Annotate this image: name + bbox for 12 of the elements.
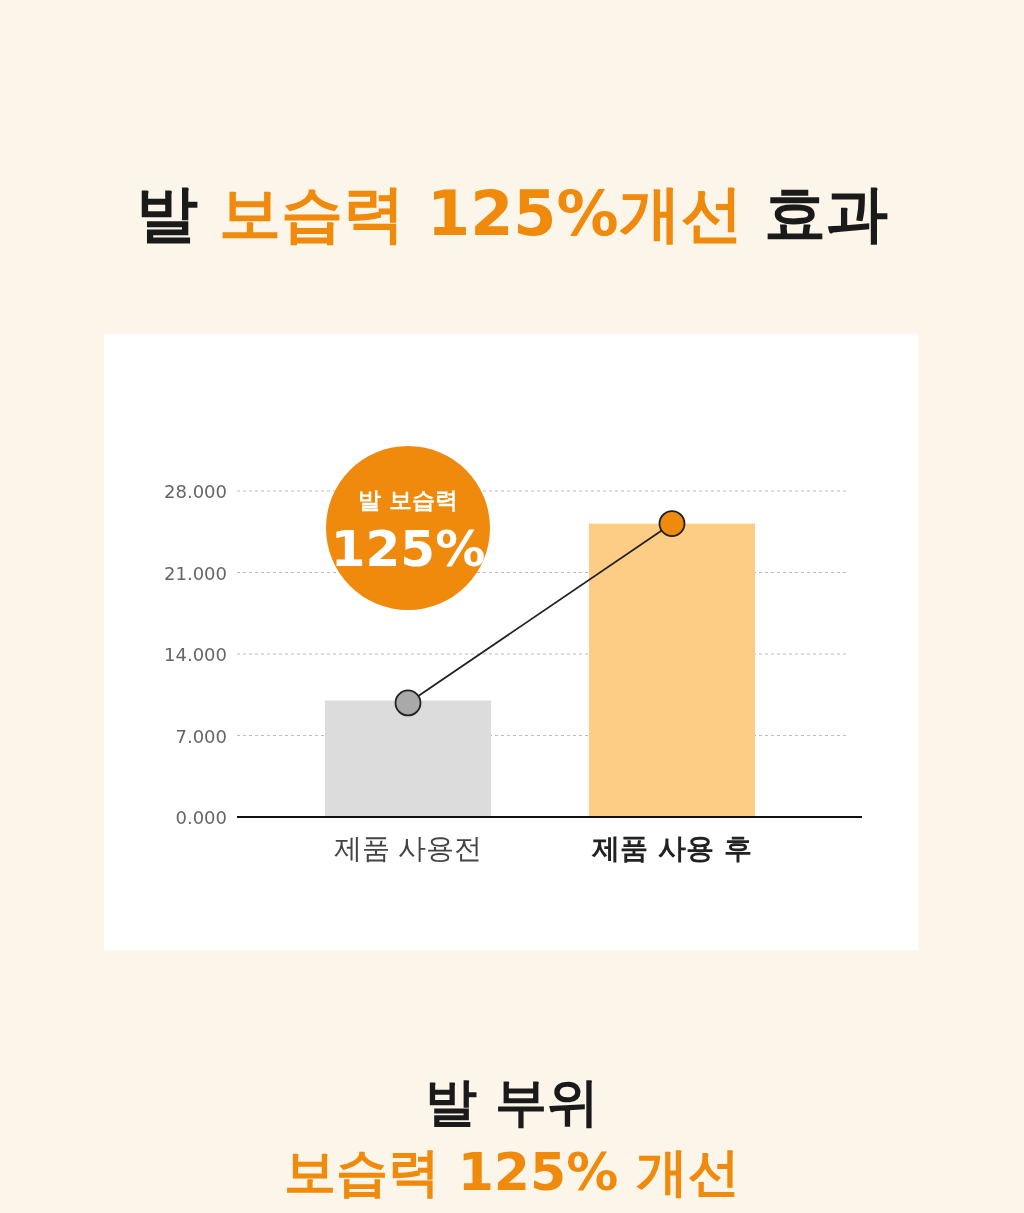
y-tick-label: 28.000 xyxy=(164,481,227,502)
annotation: 125% xyxy=(330,520,486,578)
y-tick-label: 14.000 xyxy=(164,644,227,665)
chart-title: 발 보습력 125%개선 효과 xyxy=(135,177,889,250)
annotation: 발 보습력 xyxy=(357,487,459,513)
y-tick-label: 7.000 xyxy=(175,725,227,747)
x-tick-label: 제품 사용 후 xyxy=(591,832,752,865)
y-tick-label: 21.000 xyxy=(164,562,227,584)
text: 발 부위 xyxy=(424,1072,600,1132)
x-tick-label: 제품 사용전 xyxy=(333,832,483,865)
y-tick-label: 0.000 xyxy=(175,807,227,828)
text: 보습력 125% 개선 xyxy=(283,1142,741,1202)
